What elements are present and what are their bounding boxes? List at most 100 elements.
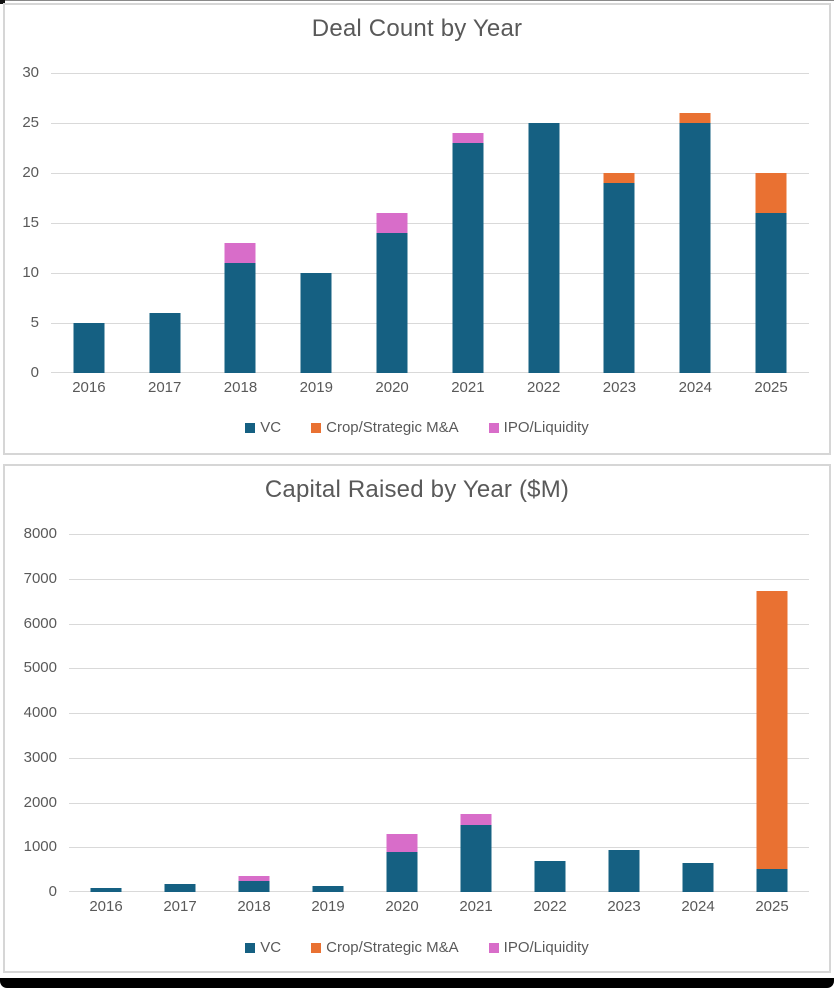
bar-segment-vc bbox=[608, 849, 640, 892]
y-tick-label: 2000 bbox=[23, 793, 57, 811]
capital-raised-chart-panel: Capital Raised by Year ($M) 0 1000 2000 300… bbox=[3, 464, 831, 973]
stacked-bar-2023 bbox=[603, 173, 635, 373]
legend-swatch-icon bbox=[245, 422, 256, 433]
y-tick-label: 5000 bbox=[23, 659, 57, 677]
y-tick-label: 4000 bbox=[23, 704, 57, 721]
gridline bbox=[51, 173, 809, 174]
bar-column-2023 bbox=[582, 73, 658, 373]
bar-segment-ipo-liquidity bbox=[386, 833, 418, 852]
bar-column-2021 bbox=[439, 534, 513, 892]
x-tick-label: 2020 bbox=[385, 898, 419, 915]
bar-segment-vc bbox=[149, 313, 181, 373]
capital-raised-plot-area: 0 1000 2000 3000 4000 5000 6000 7000 8000 bbox=[24, 526, 809, 900]
x-tick-label: 2017 bbox=[148, 379, 182, 396]
gridline bbox=[69, 534, 809, 535]
deal-count-chart-panel: Deal Count by Year 0 5 10 15 20 25 30 2016 2017… bbox=[3, 3, 831, 455]
bar-columns bbox=[69, 534, 809, 892]
deal-count-x-axis: 2016 2017 2018 2019 2020 2021 2022 2023 2024 2025 bbox=[51, 379, 809, 396]
legend-swatch-icon bbox=[311, 422, 322, 433]
gridline bbox=[51, 123, 809, 124]
legend-swatch-icon bbox=[245, 942, 256, 953]
bar-columns bbox=[51, 73, 809, 373]
bar-segment-ipo-liquidity bbox=[224, 243, 256, 263]
deal-count-plot-area: 0 5 10 15 20 25 30 bbox=[22, 65, 809, 381]
bar-segment-crop-strategic-m-a bbox=[603, 173, 635, 183]
gridline bbox=[69, 623, 809, 625]
gridline bbox=[51, 273, 809, 274]
bar-column-2020 bbox=[365, 534, 439, 892]
bar-segment-vc bbox=[460, 824, 492, 892]
x-tick-label: 2021 bbox=[459, 898, 493, 915]
y-tick-label: 6000 bbox=[23, 614, 57, 632]
stacked-bar-2022 bbox=[534, 860, 566, 892]
legend-item-vc: VC bbox=[245, 939, 281, 956]
y-tick-label: 25 bbox=[22, 114, 39, 131]
x-tick-label: 2025 bbox=[755, 898, 789, 915]
legend-label: Crop/Strategic M&A bbox=[326, 419, 459, 436]
bar-column-2017 bbox=[127, 73, 203, 373]
bar-segment-crop-strategic-m-a bbox=[679, 113, 711, 123]
stacked-bar-2020 bbox=[386, 833, 418, 892]
window-top-edge bbox=[0, 0, 834, 1]
gridline bbox=[69, 847, 809, 849]
legend-label: IPO/Liquidity bbox=[503, 939, 589, 956]
gridline bbox=[51, 73, 809, 74]
capital-raised-chart-title: Capital Raised by Year ($M) bbox=[264, 476, 570, 503]
stacked-bar-2021 bbox=[460, 813, 492, 892]
legend-item-crop-strategic-m-a: Crop/Strategic M&A bbox=[311, 939, 459, 956]
bar-segment-vc bbox=[679, 123, 711, 373]
bar-segment-ipo-liquidity bbox=[376, 213, 408, 233]
stacked-bar-2019 bbox=[300, 273, 332, 373]
bar-segment-vc bbox=[300, 273, 332, 373]
stacked-bar-2025 bbox=[755, 173, 787, 373]
x-tick-label: 2025 bbox=[754, 379, 788, 396]
y-tick-label: 0 bbox=[48, 883, 57, 900]
legend-label: VC bbox=[260, 419, 282, 436]
bar-column-2020 bbox=[354, 73, 430, 373]
y-tick-label: 30 bbox=[22, 64, 39, 81]
bar-segment-vc bbox=[452, 143, 484, 373]
stacked-bar-2018 bbox=[224, 243, 256, 373]
bar-column-2021 bbox=[430, 73, 506, 373]
stacked-bar-2017 bbox=[164, 883, 196, 892]
stacked-bar-2017 bbox=[149, 313, 181, 373]
bar-column-2018 bbox=[203, 73, 279, 373]
y-tick-label: 5 bbox=[30, 314, 39, 331]
x-tick-label: 2019 bbox=[299, 379, 333, 396]
x-tick-label: 2022 bbox=[526, 379, 561, 396]
gridline bbox=[69, 713, 809, 714]
bar-column-2017 bbox=[143, 534, 217, 892]
x-tick-label: 2018 bbox=[237, 898, 271, 915]
bar-column-2022 bbox=[506, 73, 582, 373]
x-tick-label: 2016 bbox=[72, 379, 106, 396]
bar-segment-vc bbox=[376, 233, 408, 373]
x-tick-label: 2024 bbox=[678, 379, 712, 396]
legend-item-ipo-liquidity: IPO/Liquidity bbox=[488, 419, 589, 436]
window-bottom-edge bbox=[0, 978, 834, 988]
y-tick-label: 20 bbox=[22, 164, 39, 181]
bar-segment-vc bbox=[386, 851, 418, 892]
stacked-bar-2022 bbox=[528, 123, 560, 373]
bar-column-2019 bbox=[278, 73, 354, 373]
bar-column-2025 bbox=[733, 73, 809, 373]
bar-segment-vc bbox=[755, 213, 787, 373]
stacked-bar-2020 bbox=[376, 213, 408, 373]
window-corner-artifact bbox=[0, 0, 5, 4]
bar-column-2022 bbox=[513, 534, 587, 892]
deal-count-chart-title: Deal Count by Year bbox=[311, 15, 523, 42]
stacked-bar-2016 bbox=[90, 887, 122, 892]
y-tick-label: 10 bbox=[22, 264, 39, 281]
y-tick-label: 3000 bbox=[23, 748, 57, 766]
legend-label: IPO/Liquidity bbox=[503, 419, 589, 436]
bar-column-2016 bbox=[51, 73, 127, 373]
legend-label: VC bbox=[260, 939, 282, 956]
bar-segment-ipo-liquidity bbox=[452, 133, 484, 143]
x-tick-label: 2016 bbox=[89, 898, 123, 915]
x-tick-label: 2017 bbox=[163, 898, 197, 915]
bar-segment-vc bbox=[682, 862, 714, 892]
x-tick-label: 2018 bbox=[223, 379, 258, 396]
y-tick-label: 1000 bbox=[23, 838, 57, 856]
legend-swatch-icon bbox=[488, 942, 499, 953]
bar-segment-ipo-liquidity bbox=[238, 876, 270, 881]
bar-column-2023 bbox=[587, 534, 661, 892]
